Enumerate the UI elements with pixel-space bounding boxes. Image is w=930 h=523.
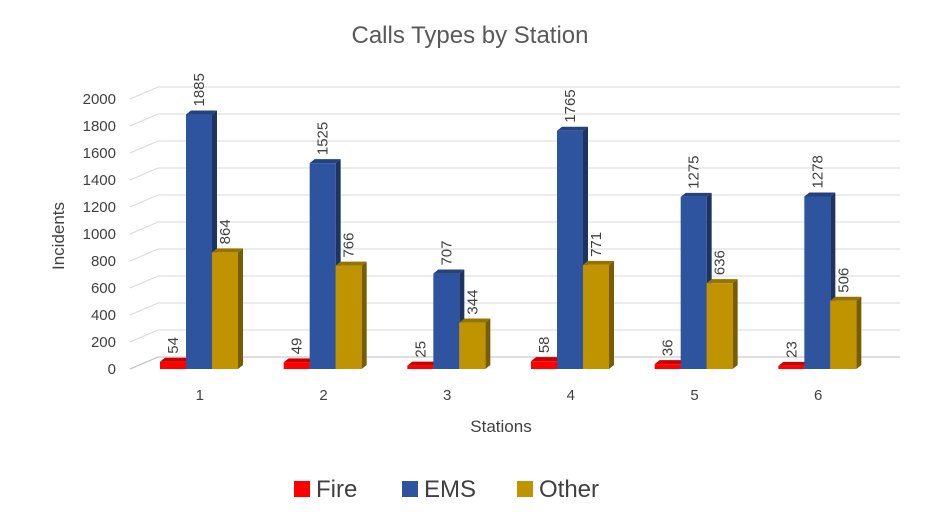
bar-other-station-5: [706, 279, 738, 369]
y-tick-label: 1400: [83, 172, 116, 189]
gridlines: [129, 86, 900, 370]
y-tick-label: 1000: [83, 226, 116, 243]
gridline: [129, 221, 900, 235]
plot-floor: [129, 356, 900, 370]
x-tick-label: 3: [443, 387, 451, 404]
legend-item-ems: EMS: [402, 476, 476, 503]
legend: Fire EMS Other: [294, 476, 599, 503]
x-tick-label: 2: [319, 387, 327, 404]
gridline: [129, 194, 900, 208]
legend-swatch: [402, 481, 418, 497]
y-tick-label: 600: [91, 280, 116, 297]
gridline: [129, 329, 900, 343]
chart-title: Calls Types by Station: [351, 22, 588, 49]
gridline: [129, 248, 900, 262]
y-tick-label: 400: [91, 307, 116, 324]
y-tick-label: 1800: [83, 118, 116, 135]
bars: 54 1885 864 49 1525 766 25 707 344 58 1765 771 36 127…: [160, 73, 862, 370]
gridline: [129, 167, 900, 181]
y-axis-ticks: 0 200 400 600 800 1000 1200 1400 1600 1800 2000: [83, 91, 116, 378]
legend-item-fire: Fire: [294, 476, 357, 503]
data-label: 36: [660, 339, 677, 356]
data-label: 54: [165, 337, 182, 354]
legend-swatch: [517, 481, 533, 497]
data-label: 707: [438, 241, 455, 266]
data-label: 864: [217, 219, 234, 244]
y-tick-label: 200: [91, 334, 116, 351]
y-tick-label: 0: [108, 361, 116, 378]
gridline: [129, 302, 900, 316]
x-tick-label: 4: [567, 387, 575, 404]
data-label: 771: [588, 232, 605, 257]
bar-other-station-2: [335, 261, 367, 369]
x-tick-label: 6: [814, 387, 822, 404]
y-tick-label: 2000: [83, 91, 116, 108]
legend-label: Fire: [316, 476, 357, 503]
data-label: 344: [464, 290, 481, 315]
bar-ems-station-4: [557, 126, 588, 369]
gridline: [129, 275, 900, 289]
y-tick-label: 1200: [83, 199, 116, 216]
data-label: 1525: [315, 122, 332, 155]
bar-other-station-4: [583, 260, 614, 369]
data-label: 1278: [809, 155, 826, 188]
x-tick-label: 1: [196, 387, 204, 404]
bar-ems-station-5: [680, 192, 712, 369]
y-tick-label: 800: [91, 253, 116, 270]
bar-other-station-6: [830, 296, 862, 369]
y-axis-title: Incidents: [49, 202, 68, 270]
legend-item-other: Other: [517, 476, 599, 503]
data-label: 58: [536, 336, 553, 353]
gridline: [129, 86, 900, 100]
legend-label: EMS: [424, 476, 476, 503]
data-label: 1275: [686, 156, 703, 189]
data-label: 766: [341, 233, 358, 258]
bar-other-station-1: [212, 248, 243, 369]
data-label: 23: [783, 341, 800, 358]
legend-swatch: [294, 481, 310, 497]
y-tick-label: 1600: [83, 145, 116, 162]
data-label: 1765: [562, 89, 579, 122]
gridline: [129, 140, 900, 154]
data-label: 636: [712, 250, 729, 275]
bar-ems-station-6: [804, 192, 836, 369]
legend-label: Other: [539, 476, 599, 503]
bar-other-station-3: [459, 318, 491, 369]
data-label: 506: [835, 268, 852, 293]
data-label: 49: [289, 338, 306, 355]
x-tick-label: 5: [690, 387, 698, 404]
data-label: 25: [412, 341, 429, 358]
x-axis-title: Stations: [470, 417, 531, 436]
x-axis-ticks: 1 2 3 4 5 6: [196, 387, 823, 404]
gridline: [129, 113, 900, 127]
data-label: 1885: [191, 73, 208, 106]
